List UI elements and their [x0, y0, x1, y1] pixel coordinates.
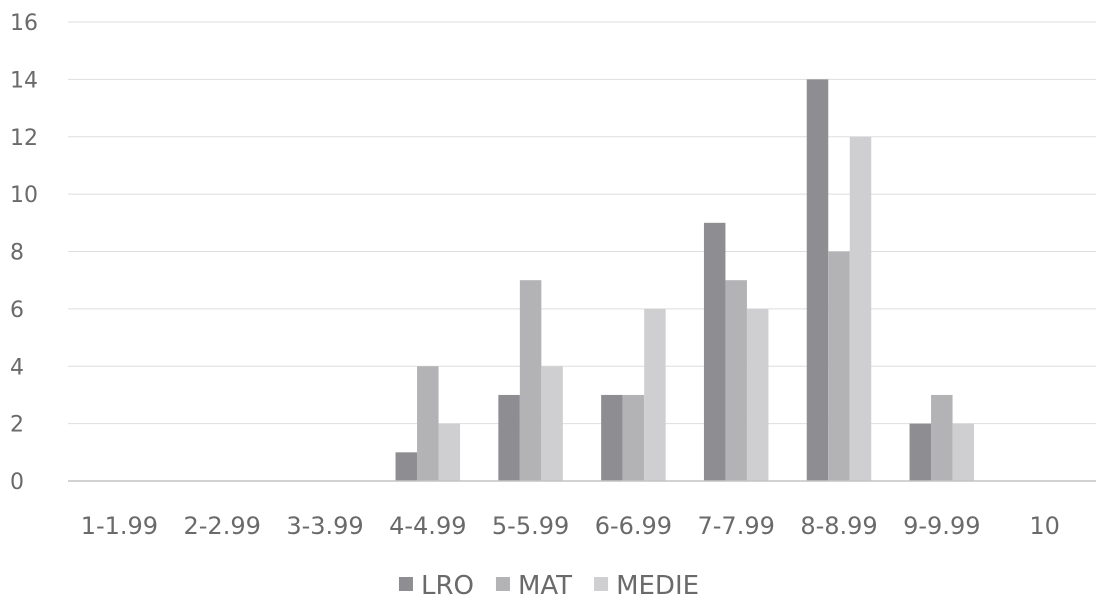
bar-lro: [601, 394, 623, 481]
bar-mat: [519, 280, 542, 481]
bar-lro: [498, 394, 520, 481]
legend: LRO MAT MEDIE: [398, 571, 699, 601]
x-category-label: 1-1.99: [81, 512, 158, 540]
x-axis-categories: 1-1.99 2-2.99 3-3.99 4-4.99 5-5.99 6-6.99 7-7.…: [81, 512, 1060, 540]
bar-medie: [644, 308, 666, 481]
bars: [395, 79, 975, 481]
x-category-label: 2-2.99: [184, 512, 261, 540]
bar-medie: [541, 366, 563, 481]
bar-mat: [931, 394, 953, 481]
bar-medie: [849, 136, 872, 481]
y-tick-label: 16: [10, 11, 38, 36]
y-tick-label: 10: [10, 183, 38, 208]
x-category-label: 3-3.99: [286, 512, 363, 540]
legend-swatch-lro: [398, 577, 413, 591]
bar-lro: [703, 222, 726, 481]
y-tick-label: 14: [10, 68, 38, 93]
bar-lro: [395, 452, 418, 481]
y-tick-label: 2: [10, 413, 24, 438]
x-category-label: 10: [1029, 512, 1060, 540]
x-category-label: 6-6.99: [595, 512, 672, 540]
y-axis-ticks: 0 2 4 6 8 10 12 14 16: [10, 11, 38, 495]
bar-mat: [622, 394, 645, 481]
x-category-label: 5-5.99: [492, 512, 569, 540]
legend-swatch-mat: [495, 577, 510, 591]
y-tick-label: 6: [10, 298, 24, 323]
bar-medie: [438, 423, 461, 481]
legend-label-lro: LRO: [421, 571, 474, 601]
legend-label-medie: MEDIE: [616, 571, 699, 601]
bar-lro: [909, 423, 932, 481]
x-category-label: 9-9.99: [903, 512, 980, 540]
bar-mat: [725, 280, 747, 481]
y-tick-label: 0: [10, 470, 24, 495]
gridlines: [68, 21, 1096, 425]
x-category-label: 7-7.99: [698, 512, 775, 540]
bar-medie: [746, 308, 769, 481]
y-tick-label: 4: [10, 355, 24, 380]
bar-mat: [828, 251, 850, 481]
y-tick-label: 8: [10, 241, 24, 266]
y-tick-label: 12: [10, 126, 38, 151]
bar-medie: [952, 423, 975, 481]
bar-lro: [806, 79, 829, 481]
legend-label-mat: MAT: [518, 571, 572, 601]
legend-swatch-medie: [594, 577, 609, 591]
x-category-label: 8-8.99: [800, 512, 877, 540]
bar-mat: [417, 366, 439, 481]
x-category-label: 4-4.99: [389, 512, 466, 540]
